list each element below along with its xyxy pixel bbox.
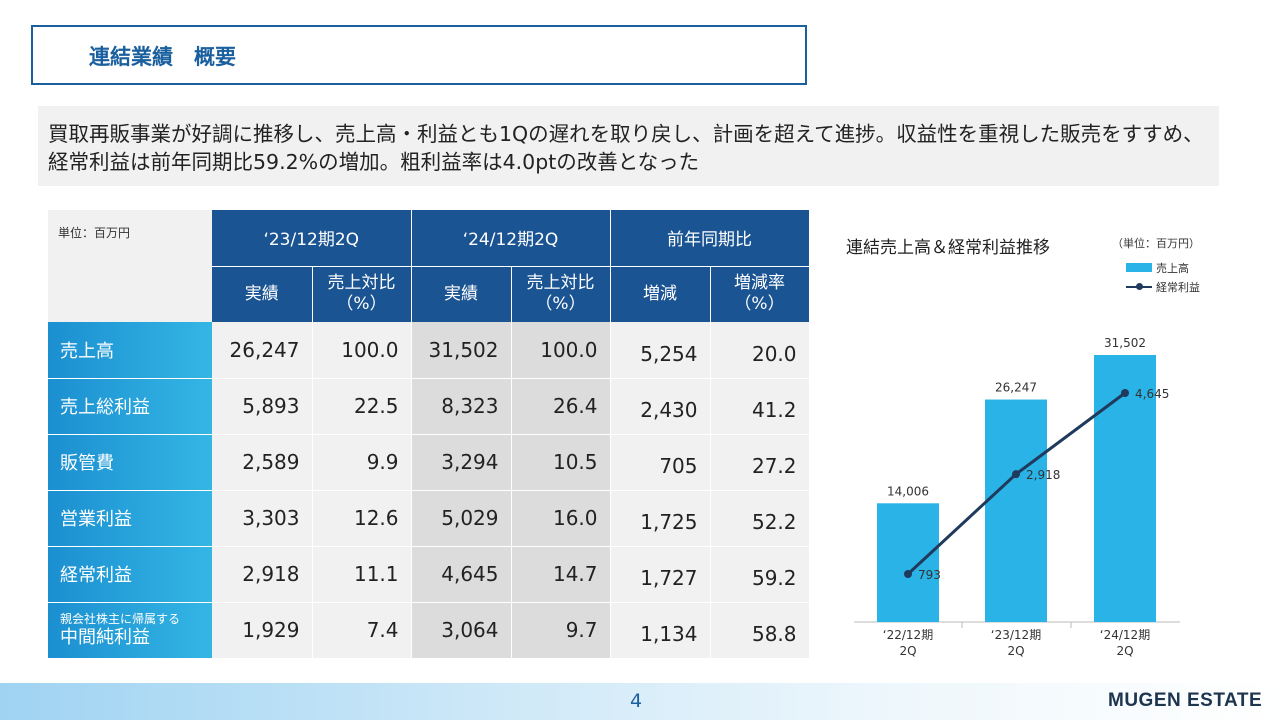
x-tick-label: ‘24/12期 (1100, 628, 1150, 642)
line-point (1121, 389, 1129, 397)
period-header-2024: ‘24/12期2Q (411, 210, 611, 266)
table-cell: 52.2 (710, 490, 810, 547)
table-cell: 27.2 (710, 434, 810, 491)
table-row: 親会社株主に帰属する 中間純利益 1,929 7.4 3,064 9.7 1,134 58.8 (48, 602, 810, 659)
bar-data-label: 26,247 (995, 381, 1037, 395)
table-cell: 11.1 (312, 546, 412, 603)
results-table: 単位：百万円 ‘23/12期2Q ‘24/12期2Q 前年同期比 実績 売上対比… (48, 210, 810, 659)
sub-header: 実績 (411, 265, 512, 322)
table-cell: 20.0 (710, 322, 810, 379)
sub-header: 増減 (610, 265, 711, 322)
row-label-main: 中間純利益 (60, 627, 150, 648)
line-data-label: 793 (918, 568, 941, 582)
legend-label: 売上高 (1156, 261, 1189, 275)
line-data-label: 4,645 (1135, 387, 1169, 401)
row-label: 販管費 (48, 434, 212, 491)
chart-legend: 売上高 経常利益 (1126, 258, 1200, 296)
sub-header: 売上対比 （%） (312, 265, 412, 322)
sub-header: 売上対比 （%） (511, 265, 611, 322)
table-cell: 3,294 (411, 434, 512, 491)
table-cell: 3,064 (411, 602, 512, 659)
table-cell: 1,727 (610, 546, 711, 603)
table-cell: 5,893 (212, 378, 313, 435)
summary-text: 買取再販事業が好調に推移し、売上高・利益とも1Qの遅れを取り戻し、計画を超えて進… (48, 122, 1204, 174)
table-cell: 26,247 (212, 322, 313, 379)
row-label: 営業利益 (48, 490, 212, 547)
bar-sales (985, 399, 1047, 622)
table-cell: 16.0 (511, 490, 611, 547)
table-cell: 100.0 (511, 322, 611, 379)
table-cell: 41.2 (710, 378, 810, 435)
table-cell: 31,502 (411, 322, 512, 379)
line-point (904, 570, 912, 578)
table-cell: 14.7 (511, 546, 611, 603)
legend-swatch-line (1126, 282, 1152, 290)
table-body: 売上高 26,247 100.0 31,502 100.0 5,254 20.0 売上総利益 5… (48, 322, 810, 659)
table-cell: 8,323 (411, 378, 512, 435)
x-tick-label: 2Q (899, 644, 916, 658)
table-cell: 4,645 (411, 546, 512, 603)
table-cell: 3,303 (212, 490, 313, 547)
legend-swatch-bar (1126, 263, 1152, 272)
x-tick-label: 2Q (1116, 644, 1133, 658)
row-label: 親会社株主に帰属する 中間純利益 (48, 602, 212, 659)
legend-item-sales: 売上高 (1126, 258, 1200, 277)
table-cell: 9.7 (511, 602, 611, 659)
page-number: 4 (630, 690, 643, 712)
table-cell: 1,929 (212, 602, 313, 659)
table-cell: 2,918 (212, 546, 313, 603)
period-header-yoy: 前年同期比 (610, 210, 810, 266)
bar-data-label: 31,502 (1104, 336, 1146, 350)
line-data-label: 2,918 (1026, 468, 1060, 482)
page-title: 連結業績 概要 (89, 45, 236, 69)
table-cell: 100.0 (312, 322, 412, 379)
table-cell: 58.8 (710, 602, 810, 659)
period-header-2023: ‘23/12期2Q (212, 210, 412, 266)
chart-title: 連結売上高＆経常利益推移 (846, 238, 1050, 258)
legend-label: 経常利益 (1156, 280, 1200, 294)
row-label: 経常利益 (48, 546, 212, 603)
table-cell: 705 (610, 434, 711, 491)
x-tick-label: 2Q (1007, 644, 1024, 658)
table-cell: 2,430 (610, 378, 711, 435)
x-tick-label: ‘22/12期 (883, 628, 933, 642)
row-label: 売上高 (48, 322, 212, 379)
table-row: 経常利益 2,918 11.1 4,645 14.7 1,727 59.2 (48, 546, 810, 603)
table-cell: 10.5 (511, 434, 611, 491)
footer-band (0, 683, 1280, 720)
table-cell: 2,589 (212, 434, 313, 491)
sub-header: 実績 (212, 265, 313, 322)
sales-profit-chart: 14,006 26,247 31,502 ‘22/12期 2Q ‘23/12期 2Q ‘24/… (854, 336, 1180, 658)
bar-sales (877, 503, 939, 622)
title-box: 連結業績 概要 (31, 25, 807, 85)
summary-box: 買取再販事業が好調に推移し、売上高・利益とも1Qの遅れを取り戻し、計画を超えて進… (38, 106, 1219, 186)
brand-logo-text: MUGEN ESTATE (1108, 690, 1263, 711)
table-cell: 12.6 (312, 490, 412, 547)
table-row: 販管費 2,589 9.9 3,294 10.5 705 27.2 (48, 434, 810, 491)
row-label: 売上総利益 (48, 378, 212, 435)
bar-sales (1094, 355, 1156, 622)
unit-label: 単位：百万円 (48, 210, 212, 322)
table-cell: 1,725 (610, 490, 711, 547)
sub-header: 増減率 （%） (710, 265, 810, 322)
table-cell: 22.5 (312, 378, 412, 435)
table-cell: 26.4 (511, 378, 611, 435)
table-cell: 5,254 (610, 322, 711, 379)
legend-item-ordinary-profit: 経常利益 (1126, 277, 1200, 296)
table-row: 売上高 26,247 100.0 31,502 100.0 5,254 20.0 (48, 322, 810, 379)
table-row: 営業利益 3,303 12.6 5,029 16.0 1,725 52.2 (48, 490, 810, 547)
line-point (1012, 470, 1020, 479)
table-cell: 9.9 (312, 434, 412, 491)
bar-data-label: 14,006 (887, 484, 929, 498)
table-cell: 1,134 (610, 602, 711, 659)
row-label-small: 親会社株主に帰属する (60, 612, 181, 626)
table-cell: 7.4 (312, 602, 412, 659)
table-row: 売上総利益 5,893 22.5 8,323 26.4 2,430 41.2 (48, 378, 810, 435)
chart-unit: （単位：百万円） (1112, 237, 1200, 250)
table-cell: 5,029 (411, 490, 512, 547)
x-tick-label: ‘23/12期 (991, 628, 1041, 642)
table-cell: 59.2 (710, 546, 810, 603)
